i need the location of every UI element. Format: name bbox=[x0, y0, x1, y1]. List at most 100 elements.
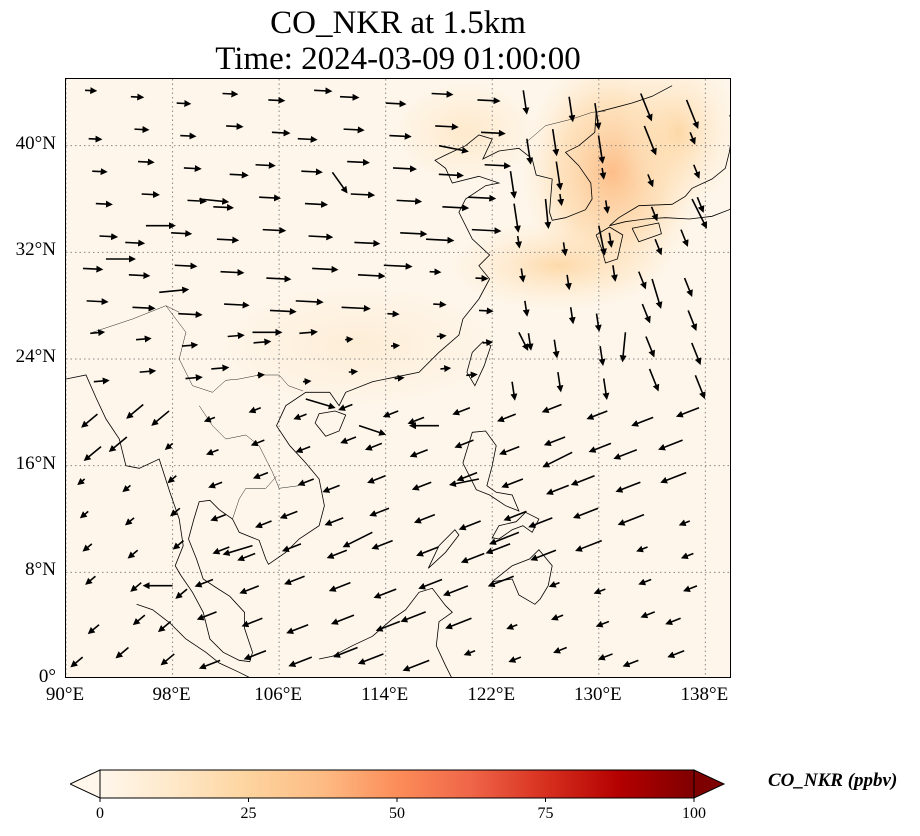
latitude-tick-label: 0° bbox=[38, 666, 56, 687]
wind-vector-arrow bbox=[402, 659, 430, 672]
wind-vector-arrow bbox=[610, 265, 618, 282]
wind-vector-arrow bbox=[479, 307, 494, 315]
longitude-tick-label: 90°E bbox=[45, 684, 85, 705]
wind-vector-arrow bbox=[586, 410, 608, 420]
wind-vector-arrow bbox=[454, 439, 474, 449]
coastline-segment bbox=[491, 549, 553, 605]
wind-vector-arrow bbox=[224, 301, 250, 309]
wind-vector-arrow bbox=[160, 653, 175, 666]
wind-vector-arrow bbox=[227, 332, 245, 340]
wind-vector-arrow bbox=[643, 125, 657, 156]
wind-vector-arrow bbox=[125, 239, 146, 247]
wind-vector-arrow bbox=[157, 620, 172, 633]
colorbar-tick-label: 50 bbox=[389, 805, 405, 822]
wind-vector-arrow bbox=[615, 481, 641, 493]
wind-vector-arrow bbox=[561, 242, 568, 257]
wind-vector-arrow bbox=[369, 507, 390, 517]
wind-vector-arrow bbox=[178, 311, 203, 319]
longitude-tick-label: 122°E bbox=[467, 684, 516, 705]
wind-vector-arrow bbox=[271, 129, 291, 137]
wind-vector-arrow bbox=[331, 171, 348, 194]
wind-vector-arrow bbox=[481, 129, 506, 137]
map-gridlines bbox=[66, 79, 730, 677]
wind-vector-arrow bbox=[253, 338, 272, 346]
wind-vector-arrow bbox=[400, 611, 426, 623]
wind-vector-arrow bbox=[95, 200, 113, 208]
wind-vector-arrow bbox=[651, 278, 663, 309]
wind-vector-arrow bbox=[638, 578, 652, 586]
wind-vector-arrow bbox=[357, 653, 384, 665]
wind-vector-arrow bbox=[322, 484, 340, 493]
wind-vector-arrow bbox=[314, 87, 333, 95]
wind-vector-arrow bbox=[203, 415, 216, 423]
wind-vector-arrow bbox=[333, 646, 358, 658]
wind-vector-arrow bbox=[70, 656, 84, 668]
wind-vector-arrow bbox=[216, 236, 240, 244]
wind-vector-arrow bbox=[648, 368, 660, 392]
wind-vector-arrow bbox=[445, 617, 472, 630]
wind-vector-arrow bbox=[510, 381, 518, 401]
wind-vector-arrow bbox=[530, 549, 557, 561]
wind-vector-arrow bbox=[259, 194, 282, 202]
wind-vector-arrow bbox=[631, 416, 654, 427]
wind-vector-arrow bbox=[409, 449, 428, 458]
wind-vector-arrow bbox=[358, 424, 387, 436]
wind-vector-arrow bbox=[170, 507, 181, 517]
wind-vector-arrow bbox=[501, 478, 524, 489]
wind-vector-arrow bbox=[466, 371, 478, 379]
map-title: CO_NKR at 1.5km bbox=[270, 5, 526, 41]
wind-vector-arrow bbox=[90, 329, 106, 337]
wind-vector-arrow bbox=[552, 339, 560, 359]
wind-vector-arrow bbox=[85, 87, 98, 95]
wind-vector-arrow bbox=[141, 191, 160, 199]
plume-north-china bbox=[395, 82, 536, 183]
wind-vector-arrow bbox=[208, 481, 223, 489]
coastline-segment bbox=[66, 85, 673, 663]
wind-vector-arrow bbox=[665, 617, 681, 626]
wind-vector-arrow bbox=[471, 227, 502, 235]
wind-vector-arrow bbox=[693, 164, 701, 179]
wind-vector-arrow bbox=[180, 132, 197, 140]
wind-vector-arrow bbox=[413, 513, 436, 524]
wind-vector-field bbox=[70, 87, 707, 672]
wind-vector-arrow bbox=[435, 123, 459, 131]
wind-vector-arrow bbox=[342, 531, 373, 548]
wind-vector-arrow bbox=[680, 229, 689, 247]
wind-vector-arrow bbox=[667, 649, 685, 659]
wind-vector-arrow bbox=[518, 268, 526, 283]
colorbar-tick-label: 0 bbox=[96, 805, 104, 822]
coastline-segment bbox=[609, 145, 730, 227]
wind-vector-arrow bbox=[248, 406, 262, 414]
wind-vector-arrow bbox=[79, 510, 89, 519]
colorbar-max-extension bbox=[693, 769, 726, 799]
wind-vector-arrow bbox=[343, 126, 365, 134]
wind-vector-arrow bbox=[641, 303, 651, 324]
wind-vector-arrow bbox=[416, 546, 439, 557]
wind-vector-arrow bbox=[553, 646, 567, 654]
wind-vector-arrow bbox=[213, 203, 235, 211]
wind-vector-arrow bbox=[348, 368, 359, 376]
wind-vector-arrow bbox=[301, 168, 323, 176]
wind-vector-arrow bbox=[255, 161, 276, 169]
wind-vector-arrow bbox=[284, 575, 305, 585]
wind-vector-arrow bbox=[93, 377, 110, 385]
wind-vector-arrow bbox=[159, 286, 190, 294]
coastline-segment bbox=[136, 603, 250, 677]
wind-vector-arrow bbox=[541, 403, 562, 413]
wind-vector-arrow bbox=[212, 546, 230, 555]
wind-vector-arrow bbox=[431, 90, 454, 98]
colorbar-gradient bbox=[99, 769, 695, 799]
wind-vector-arrow bbox=[164, 442, 174, 450]
wind-vector-arrow bbox=[594, 313, 602, 332]
wind-vector-arrow bbox=[288, 656, 313, 667]
wind-vector-arrow bbox=[185, 374, 203, 382]
wind-vector-arrow bbox=[279, 510, 298, 519]
wind-vector-arrow bbox=[383, 262, 413, 270]
colorbar-min-extension bbox=[70, 769, 101, 799]
wind-vector-arrow bbox=[640, 611, 656, 619]
wind-vector-arrow bbox=[425, 236, 455, 244]
wind-vector-arrow bbox=[411, 481, 432, 491]
coastline-segment bbox=[491, 511, 540, 540]
wind-vector-arrow bbox=[132, 304, 156, 312]
wind-vector-arrow bbox=[654, 238, 663, 256]
